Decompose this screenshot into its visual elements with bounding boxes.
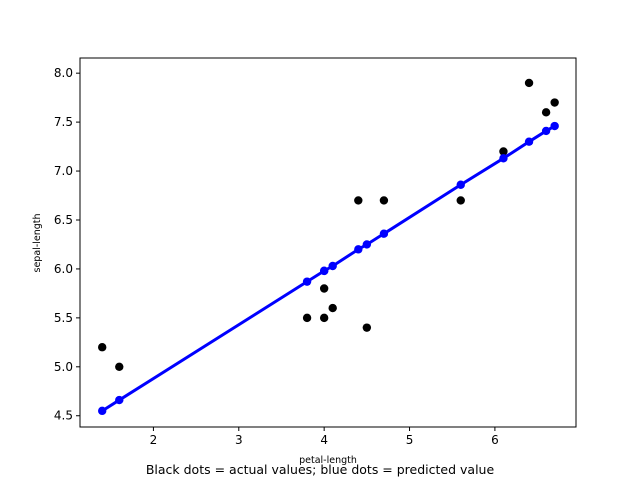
actual-value-point <box>362 323 372 332</box>
x-tick-label: 3 <box>235 433 243 447</box>
actual-value-point <box>115 362 124 372</box>
actual-value-point <box>319 313 329 323</box>
actual-value-point <box>319 284 329 293</box>
predicted-value-point <box>328 261 337 271</box>
actual-value-point <box>379 196 389 205</box>
predicted-value-point <box>541 126 551 136</box>
y-tick-label: 4.5 <box>54 409 73 423</box>
actual-value-point <box>354 196 363 205</box>
predicted-value-point <box>456 180 465 189</box>
y-tick-label: 8.0 <box>54 66 73 80</box>
actual-value-point <box>499 147 508 156</box>
axes: 2 3 4 5 6 4.5 5.0 5.5 6.0 6.5 7.0 7.5 8.0 <box>54 57 577 447</box>
y-tick-label: 5.5 <box>54 311 73 325</box>
y-tick-label: 7.0 <box>54 164 73 178</box>
y-tick-label: 6.0 <box>54 262 73 276</box>
plot-area <box>80 58 576 427</box>
predicted-value-point <box>379 229 389 238</box>
actual-value-point <box>524 78 534 88</box>
x-tick-label: 6 <box>491 433 499 447</box>
predicted-value-point <box>115 395 124 405</box>
plot-frame <box>79 57 577 428</box>
x-axis-label: petal-length <box>299 455 357 466</box>
actual-value-point <box>98 343 107 352</box>
chart-caption: Black dots = actual values; blue dots = … <box>146 462 495 477</box>
x-tick-label: 4 <box>320 433 328 447</box>
predicted-value-point <box>499 154 508 163</box>
actual-value-point <box>456 196 465 205</box>
y-tick-label: 6.5 <box>54 213 73 227</box>
y-axis-label: sepal-length <box>32 214 43 273</box>
chart-marks <box>98 78 559 416</box>
predicted-value-point <box>98 406 107 416</box>
actual-value-point <box>302 313 312 323</box>
predicted-value-point <box>524 137 534 146</box>
actual-value-point <box>328 303 337 313</box>
actual-value-point <box>550 98 559 107</box>
predicted-value-point <box>302 277 312 286</box>
predicted-value-point <box>550 121 559 131</box>
y-tick-label: 5.0 <box>54 360 73 374</box>
y-tick-label: 7.5 <box>54 115 73 129</box>
predicted-value-point <box>354 245 363 254</box>
predicted-value-point <box>319 266 329 276</box>
predicted-value-point <box>362 240 372 249</box>
x-tick-label: 2 <box>150 433 158 447</box>
actual-value-point <box>541 108 551 117</box>
x-tick-label: 5 <box>406 433 414 447</box>
